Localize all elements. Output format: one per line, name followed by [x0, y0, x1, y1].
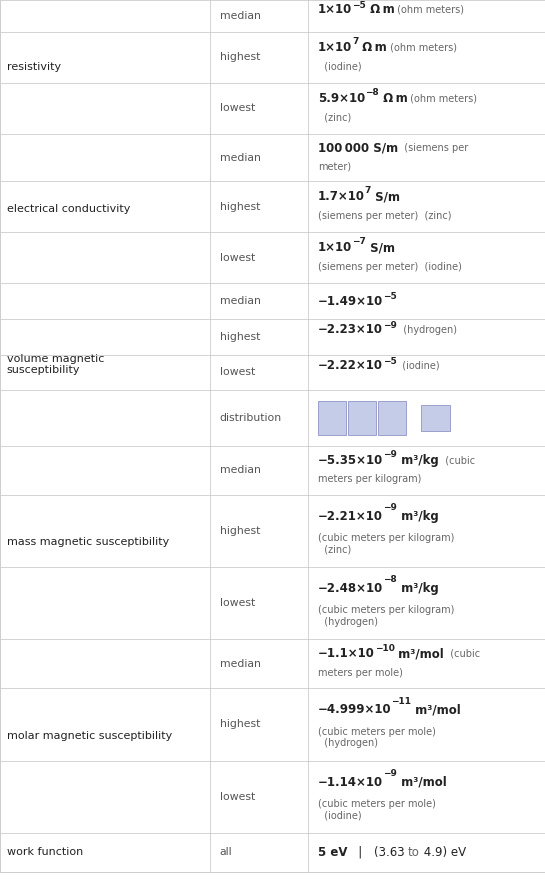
Text: highest: highest — [220, 525, 260, 536]
Text: 1.7×10: 1.7×10 — [318, 190, 365, 203]
Text: m³/kg: m³/kg — [397, 510, 438, 523]
Text: −5.35×10: −5.35×10 — [318, 454, 383, 467]
Text: to: to — [408, 846, 420, 859]
Text: meters per kilogram): meters per kilogram) — [318, 474, 421, 484]
Text: −8: −8 — [383, 575, 397, 584]
Text: −1.49×10: −1.49×10 — [318, 294, 383, 308]
Text: Ω m: Ω m — [366, 3, 395, 16]
Text: distribution: distribution — [220, 413, 282, 423]
Text: −2.21×10: −2.21×10 — [318, 510, 383, 523]
Text: lowest: lowest — [220, 598, 255, 608]
Text: 1×10: 1×10 — [318, 3, 352, 16]
Text: −4.999×10: −4.999×10 — [318, 704, 391, 716]
Text: (cubic meters per mole)
  (iodine): (cubic meters per mole) (iodine) — [318, 799, 435, 821]
Bar — [421, 405, 450, 431]
Text: Ω m: Ω m — [379, 92, 408, 104]
Text: −5: −5 — [383, 293, 397, 301]
Text: −7: −7 — [352, 237, 366, 246]
Text: meter): meter) — [318, 161, 351, 171]
Text: −10: −10 — [374, 643, 395, 653]
Text: −5: −5 — [352, 1, 366, 10]
Text: |: | — [347, 846, 374, 859]
Text: lowest: lowest — [220, 791, 255, 802]
Text: highest: highest — [220, 332, 260, 342]
Text: (ohm meters): (ohm meters) — [395, 4, 464, 14]
Text: 7: 7 — [365, 186, 371, 195]
Text: (hydrogen): (hydrogen) — [397, 325, 457, 334]
Text: −5: −5 — [383, 357, 396, 366]
Text: resistivity: resistivity — [7, 62, 60, 72]
Text: −9: −9 — [383, 769, 397, 778]
Text: m³/mol: m³/mol — [411, 704, 461, 716]
Text: −2.23×10: −2.23×10 — [318, 323, 383, 336]
Text: −9: −9 — [383, 450, 397, 459]
Text: lowest: lowest — [220, 103, 255, 113]
Text: S/m: S/m — [371, 190, 400, 203]
Text: electrical conductivity: electrical conductivity — [7, 203, 130, 214]
Text: meters per mole): meters per mole) — [318, 667, 403, 678]
Text: (iodine): (iodine) — [396, 360, 440, 370]
Text: mass magnetic susceptibility: mass magnetic susceptibility — [7, 537, 169, 548]
Bar — [318, 401, 346, 434]
Text: Ω m: Ω m — [359, 41, 387, 54]
Text: m³/kg: m³/kg — [397, 454, 439, 467]
Text: 1×10: 1×10 — [318, 41, 352, 54]
Text: (siemens per: (siemens per — [398, 143, 468, 153]
Text: (cubic meters per mole)
  (hydrogen): (cubic meters per mole) (hydrogen) — [318, 727, 435, 748]
Text: −1.1×10: −1.1×10 — [318, 648, 374, 660]
Text: median: median — [220, 296, 261, 306]
Text: S/m: S/m — [366, 241, 395, 254]
Text: 4.9) eV: 4.9) eV — [420, 846, 466, 859]
Text: work function: work function — [7, 847, 83, 857]
Text: (cubic meters per kilogram)
  (zinc): (cubic meters per kilogram) (zinc) — [318, 533, 454, 555]
Bar — [348, 401, 376, 434]
Text: 5.9×10: 5.9×10 — [318, 92, 365, 104]
Text: (ohm meters): (ohm meters) — [408, 94, 477, 103]
Text: 7: 7 — [352, 37, 359, 45]
Text: −2.22×10: −2.22×10 — [318, 359, 383, 372]
Text: (zinc): (zinc) — [318, 112, 351, 123]
Text: highest: highest — [220, 202, 260, 211]
Text: −9: −9 — [383, 321, 397, 330]
Text: median: median — [220, 153, 261, 162]
Text: (cubic: (cubic — [444, 648, 480, 659]
Text: (ohm meters): (ohm meters) — [387, 42, 457, 53]
Text: lowest: lowest — [220, 368, 255, 377]
Text: (iodine): (iodine) — [318, 62, 361, 71]
Text: −2.48×10: −2.48×10 — [318, 582, 383, 595]
Text: 1×10: 1×10 — [318, 241, 352, 254]
Text: m³/mol: m³/mol — [395, 648, 444, 660]
Text: molar magnetic susceptibility: molar magnetic susceptibility — [7, 731, 172, 741]
Text: highest: highest — [220, 53, 260, 62]
Text: −8: −8 — [365, 87, 379, 96]
Text: −9: −9 — [383, 503, 397, 512]
Text: median: median — [220, 658, 261, 669]
Text: all: all — [220, 847, 232, 857]
Text: (siemens per meter)  (zinc): (siemens per meter) (zinc) — [318, 211, 451, 221]
Text: median: median — [220, 465, 261, 475]
Text: m³/mol: m³/mol — [397, 776, 446, 789]
Text: 5 eV: 5 eV — [318, 846, 347, 859]
Text: (3.63: (3.63 — [374, 846, 408, 859]
Text: −1.14×10: −1.14×10 — [318, 776, 383, 789]
Text: highest: highest — [220, 719, 260, 730]
Text: (siemens per meter)  (iodine): (siemens per meter) (iodine) — [318, 262, 462, 272]
Text: volume magnetic
susceptibility: volume magnetic susceptibility — [7, 353, 104, 376]
Text: median: median — [220, 11, 261, 21]
Text: (cubic meters per kilogram)
  (hydrogen): (cubic meters per kilogram) (hydrogen) — [318, 606, 454, 627]
Text: 100 000 S/m: 100 000 S/m — [318, 142, 398, 154]
Bar — [378, 401, 406, 434]
Text: −11: −11 — [391, 697, 411, 706]
Text: (cubic: (cubic — [439, 455, 475, 466]
Text: m³/kg: m³/kg — [397, 582, 439, 595]
Text: lowest: lowest — [220, 252, 255, 263]
